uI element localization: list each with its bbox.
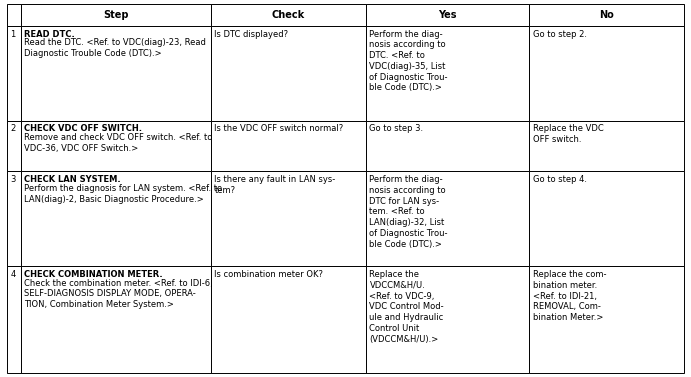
- Bar: [21, 4, 211, 26]
- Text: CHECK LAN SYSTEM.: CHECK LAN SYSTEM.: [24, 175, 121, 184]
- Text: 1: 1: [10, 30, 16, 38]
- Bar: [529, 121, 684, 172]
- Text: Is there any fault in LAN sys-
tem?: Is there any fault in LAN sys- tem?: [214, 175, 336, 195]
- Text: Go to step 4.: Go to step 4.: [533, 175, 587, 184]
- Text: 2: 2: [10, 124, 16, 133]
- Bar: [7, 4, 21, 26]
- Bar: [7, 172, 21, 266]
- Text: Is combination meter OK?: Is combination meter OK?: [214, 270, 323, 279]
- Bar: [7, 121, 21, 172]
- Bar: [21, 266, 211, 373]
- Bar: [366, 26, 529, 121]
- Bar: [366, 4, 529, 26]
- Bar: [529, 26, 684, 121]
- Text: Is the VDC OFF switch normal?: Is the VDC OFF switch normal?: [214, 124, 343, 133]
- Bar: [7, 266, 21, 373]
- Bar: [21, 26, 211, 121]
- Text: 3: 3: [10, 175, 16, 184]
- Bar: [21, 172, 211, 266]
- Text: Remove and check VDC OFF switch. <Ref. to
VDC-36, VDC OFF Switch.>: Remove and check VDC OFF switch. <Ref. t…: [24, 133, 213, 153]
- Bar: [529, 266, 684, 373]
- Text: Yes: Yes: [438, 10, 457, 20]
- Text: Go to step 2.: Go to step 2.: [533, 30, 587, 38]
- Bar: [211, 266, 366, 373]
- Bar: [211, 4, 366, 26]
- Text: Read the DTC. <Ref. to VDC(diag)-23, Read
Diagnostic Trouble Code (DTC).>: Read the DTC. <Ref. to VDC(diag)-23, Rea…: [24, 38, 206, 58]
- Text: Go to step 3.: Go to step 3.: [370, 124, 424, 133]
- Bar: [7, 26, 21, 121]
- Text: CHECK COMBINATION METER.: CHECK COMBINATION METER.: [24, 270, 163, 279]
- Bar: [366, 121, 529, 172]
- Bar: [366, 266, 529, 373]
- Bar: [366, 172, 529, 266]
- Text: Replace the com-
bination meter.
<Ref. to IDI-21,
REMOVAL, Com-
bination Meter.>: Replace the com- bination meter. <Ref. t…: [533, 270, 606, 322]
- Bar: [211, 121, 366, 172]
- Text: Perform the diag-
nosis according to
DTC. <Ref. to
VDC(diag)-35, List
of Diagnos: Perform the diag- nosis according to DTC…: [370, 30, 448, 92]
- Text: Replace the
VDCCM&H/U.
<Ref. to VDC-9,
VDC Control Mod-
ule and Hydraulic
Contro: Replace the VDCCM&H/U. <Ref. to VDC-9, V…: [370, 270, 444, 343]
- Text: Is DTC displayed?: Is DTC displayed?: [214, 30, 289, 38]
- Text: READ DTC.: READ DTC.: [24, 30, 75, 38]
- Text: Perform the diag-
nosis according to
DTC for LAN sys-
tem. <Ref. to
LAN(diag)-32: Perform the diag- nosis according to DTC…: [370, 175, 448, 249]
- Bar: [21, 121, 211, 172]
- Text: Check: Check: [272, 10, 305, 20]
- Text: 4: 4: [10, 270, 16, 279]
- Text: Replace the VDC
OFF switch.: Replace the VDC OFF switch.: [533, 124, 603, 144]
- Bar: [529, 4, 684, 26]
- Text: Step: Step: [103, 10, 129, 20]
- Bar: [529, 172, 684, 266]
- Bar: [211, 26, 366, 121]
- Text: Perform the diagnosis for LAN system. <Ref. to
LAN(diag)-2, Basic Diagnostic Pro: Perform the diagnosis for LAN system. <R…: [24, 184, 223, 204]
- Text: No: No: [599, 10, 614, 20]
- Bar: [211, 172, 366, 266]
- Text: Check the combination meter. <Ref. to IDI-6,
SELF-DIAGNOSIS DISPLAY MODE, OPERA-: Check the combination meter. <Ref. to ID…: [24, 279, 213, 309]
- Text: CHECK VDC OFF SWITCH.: CHECK VDC OFF SWITCH.: [24, 124, 142, 133]
